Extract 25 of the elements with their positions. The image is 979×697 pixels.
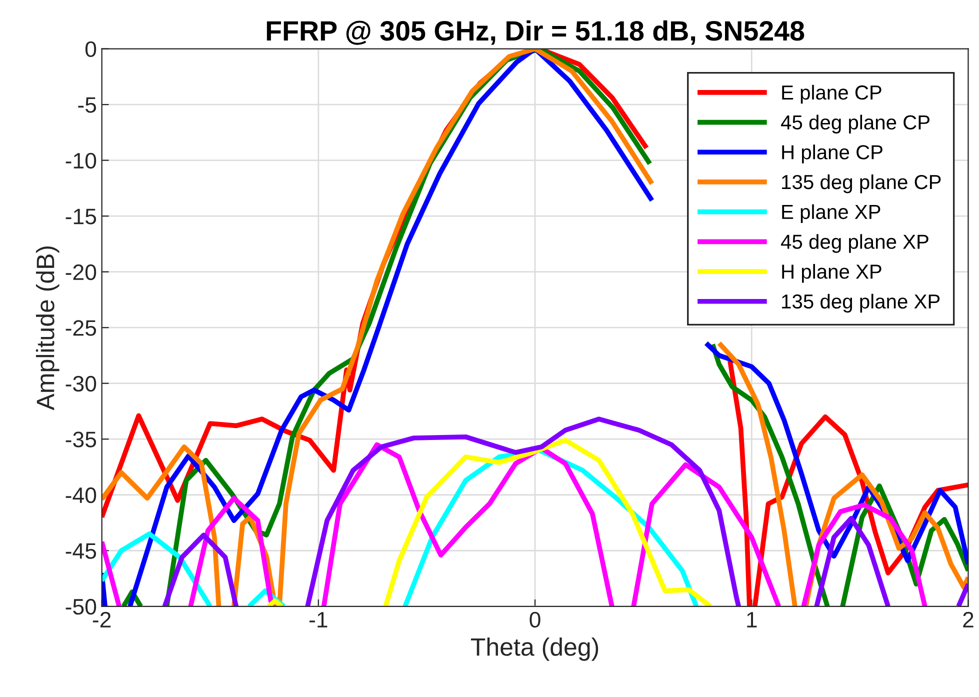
x-axis-title: Theta (deg) (470, 638, 598, 661)
y-axis-title: Amplitude (dB) (36, 246, 60, 410)
y-tick-label: -5 (78, 97, 96, 113)
y-tick-label: -40 (66, 487, 96, 504)
legend-label: H plane XP (782, 264, 882, 283)
y-tick-label: -30 (66, 376, 96, 392)
legend-label: H plane CP (782, 144, 882, 164)
legend-label: E plane CP (782, 84, 882, 104)
x-tick-label: 0 (530, 612, 540, 628)
legend-label: 135 deg plane CP (782, 174, 941, 194)
chart-title: FFRP @ 305 GHz, Dir = 51.18 dB, SN5248 (266, 20, 804, 45)
legend-label: 45 deg plane XP (780, 234, 928, 253)
legend-label: 45 deg plane CP (780, 114, 930, 134)
y-tick-label: -45 (66, 543, 96, 559)
y-tick-label: -35 (66, 432, 96, 448)
y-tick-label: -25 (66, 320, 96, 336)
y-tick-label: -15 (66, 208, 96, 224)
legend-label: E plane XP (782, 204, 880, 224)
x-tick-label: 2 (963, 612, 974, 628)
y-tick-label: -10 (66, 152, 96, 169)
x-tick-label: -1 (310, 612, 328, 628)
y-tick-label: -20 (66, 264, 96, 280)
legend-label: 135 deg plane XP (782, 294, 940, 313)
x-tick-label: 1 (747, 612, 757, 628)
y-tick-label: 0 (85, 41, 96, 58)
